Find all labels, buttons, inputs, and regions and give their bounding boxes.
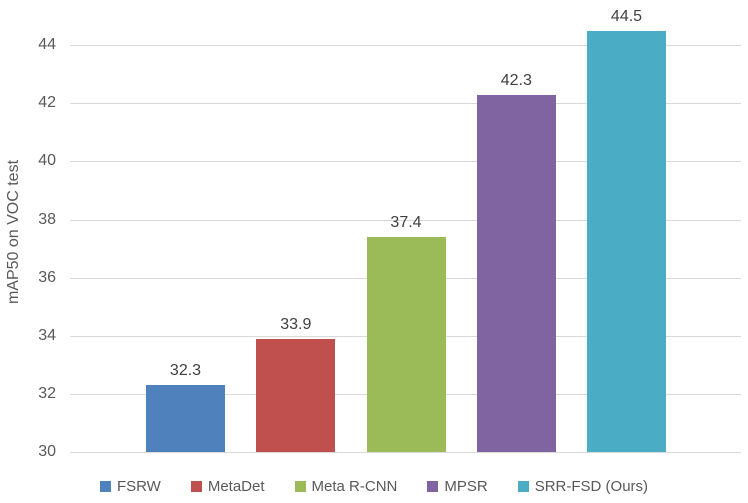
data-label-meta-r-cnn: 37.4 (390, 213, 422, 231)
legend-label: MPSR (444, 478, 488, 495)
legend-label: FSRW (116, 478, 161, 495)
plot-area: 32.3 33.9 37.4 42.3 44.5 (70, 8, 741, 453)
gridline (70, 219, 741, 221)
bar-srr-fsd-ours (587, 30, 666, 452)
data-label-metadet: 33.9 (280, 315, 312, 333)
data-label-srr-fsd-ours: 44.5 (610, 7, 643, 25)
y-tick-label: 34 (38, 326, 56, 344)
y-tick-label: 30 (38, 443, 56, 460)
bar-metadet (256, 338, 336, 452)
data-label-fsrw: 32.3 (169, 362, 202, 380)
legend: FSRW MetaDet Meta R-CNN MPSR SRR-FSD (Ours) (0, 478, 748, 495)
legend-swatch-icon (99, 481, 111, 492)
legend-swatch-icon (294, 481, 306, 492)
legend-label: Meta R-CNN (311, 478, 398, 495)
legend-item-metadet: MetaDet (190, 478, 265, 495)
legend-item-meta-r-cnn: Meta R-CNN (294, 478, 398, 495)
y-tick-label: 36 (38, 268, 56, 286)
y-tick-label: 44 (38, 36, 56, 54)
y-tick-label: 42 (38, 94, 56, 112)
legend-item-fsrw: FSRW (99, 478, 161, 495)
gridline (70, 452, 741, 453)
legend-swatch-icon (517, 481, 529, 492)
data-label-mpsr: 42.3 (500, 71, 532, 89)
legend-label: SRR-FSD (Ours) (534, 478, 649, 495)
legend-swatch-icon (427, 481, 439, 492)
legend-swatch-icon (190, 481, 202, 492)
gridline (70, 45, 741, 47)
y-tick-label: 32 (38, 384, 56, 402)
legend-item-mpsr: MPSR (427, 478, 488, 495)
gridline (70, 161, 741, 163)
bar-meta-r-cnn (366, 236, 446, 452)
bar-fsrw (146, 385, 225, 452)
y-tick-label: 38 (38, 210, 56, 228)
legend-item-srr-fsd-ours: SRR-FSD (Ours) (517, 478, 649, 495)
legend-label: MetaDet (207, 478, 265, 495)
y-tick-label: 40 (38, 152, 56, 170)
gridline (70, 103, 741, 105)
bar-mpsr (476, 94, 556, 452)
